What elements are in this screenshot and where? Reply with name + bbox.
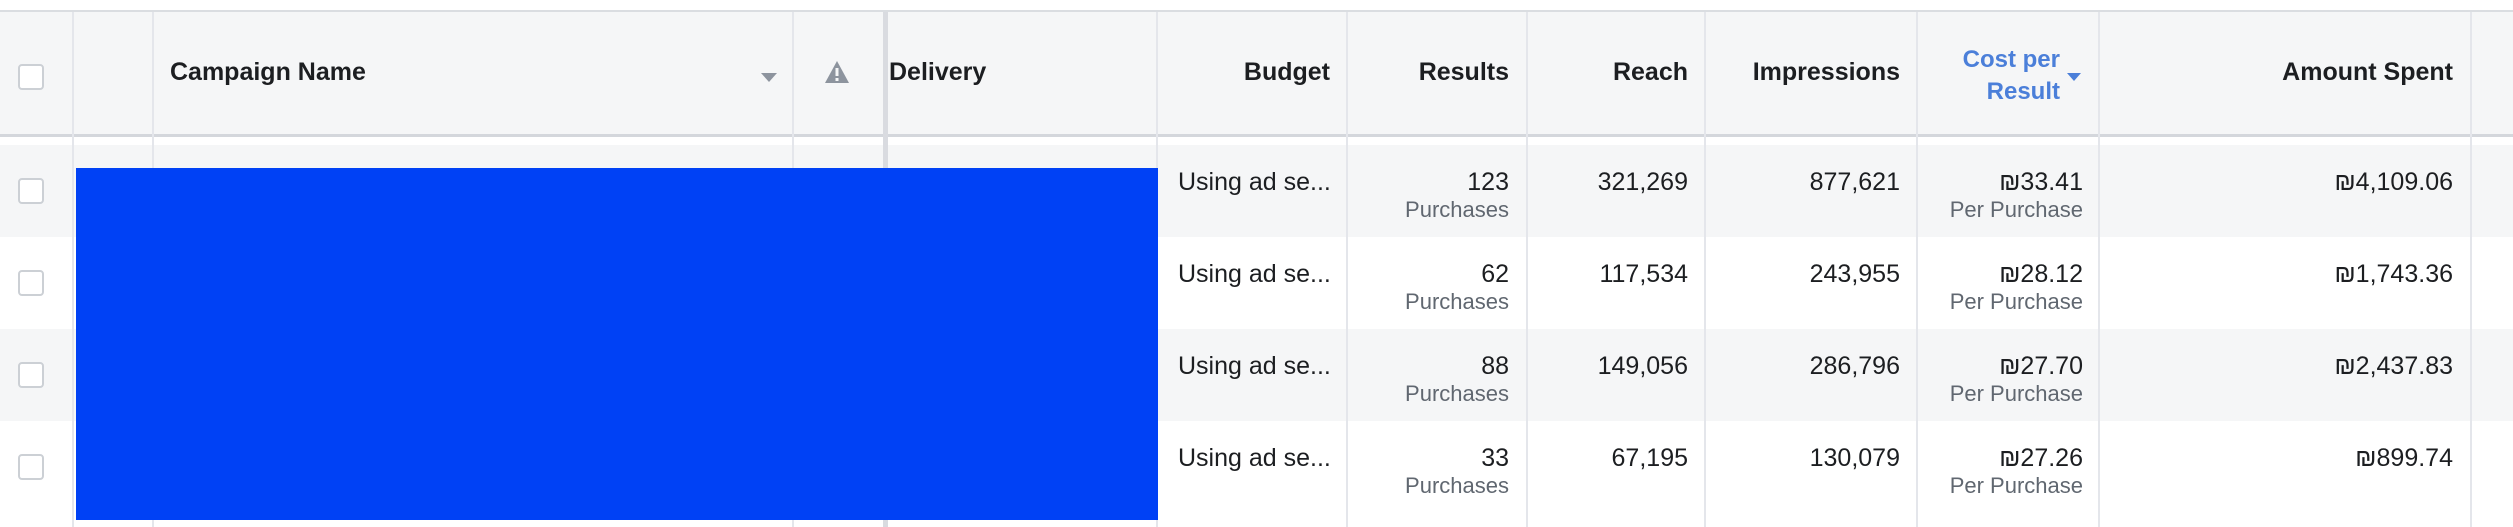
campaign-name-header[interactable]: Campaign Name — [170, 58, 366, 86]
impressions-cell: 130,079 — [1809, 444, 1900, 472]
cost-per-result-cell: ₪33.41 Per Purchase — [1918, 168, 2083, 223]
cost-value: ₪27.26 — [1999, 444, 2083, 472]
reach-cell: 117,534 — [1599, 260, 1688, 288]
row-checkbox[interactable] — [18, 270, 44, 296]
reach-cell: 321,269 — [1597, 168, 1688, 196]
results-value: 88 — [1481, 352, 1509, 380]
cost-unit: Per Purchase — [1949, 197, 2083, 222]
column-divider — [72, 12, 74, 527]
row-checkbox[interactable] — [18, 178, 44, 204]
cost-per-result-cell: ₪27.70 Per Purchase — [1918, 352, 2083, 407]
impressions-cell: 877,621 — [1809, 168, 1900, 196]
cost-value: ₪28.12 — [1999, 260, 2083, 288]
row-checkbox[interactable] — [18, 454, 44, 480]
column-divider — [1704, 12, 1706, 527]
results-unit: Purchases — [1405, 289, 1509, 314]
row-checkbox[interactable] — [18, 362, 44, 388]
impressions-cell: 286,796 — [1809, 352, 1900, 380]
cost-per-result-header[interactable]: Cost per Result — [1918, 44, 2060, 108]
caret-down-icon[interactable] — [760, 72, 778, 84]
reach-cell: 67,195 — [1611, 444, 1688, 472]
select-all-checkbox[interactable] — [18, 64, 44, 90]
results-unit: Purchases — [1405, 197, 1509, 222]
cost-value: ₪33.41 — [1999, 168, 2083, 196]
reach-header[interactable]: Reach — [1612, 58, 1688, 86]
cost-per-result-cell: ₪28.12 Per Purchase — [1918, 260, 2083, 315]
results-value: 123 — [1467, 168, 1509, 196]
results-header[interactable]: Results — [1418, 58, 1509, 86]
table-header: Campaign Name Delivery Budget Results Re… — [0, 12, 2513, 137]
budget-header[interactable]: Budget — [1243, 58, 1330, 86]
cost-unit: Per Purchase — [1949, 289, 2083, 314]
results-cell: 62 Purchases — [1348, 260, 1509, 315]
budget-cell: Using ad se... — [1178, 168, 1331, 196]
cost-per-result-header-line1: Cost per — [1962, 46, 2060, 73]
caret-down-icon[interactable] — [2066, 72, 2082, 83]
cost-per-result-cell: ₪27.26 Per Purchase — [1918, 444, 2083, 499]
results-cell: 33 Purchases — [1348, 444, 1509, 499]
amount-spent-cell: ₪2,437.83 — [2334, 352, 2453, 380]
warning-triangle-icon — [825, 61, 849, 83]
results-cell: 123 Purchases — [1348, 168, 1509, 223]
impressions-cell: 243,955 — [1809, 260, 1900, 288]
cost-value: ₪27.70 — [1999, 352, 2083, 380]
column-divider — [2470, 12, 2472, 527]
amount-spent-cell: ₪1,743.36 — [2334, 260, 2453, 288]
results-unit: Purchases — [1405, 473, 1509, 498]
amount-spent-header[interactable]: Amount Spent — [2282, 58, 2453, 86]
cost-unit: Per Purchase — [1949, 473, 2083, 498]
cost-per-result-header-line2: Result — [1986, 78, 2060, 105]
table-top-border — [0, 10, 2513, 12]
impressions-header[interactable]: Impressions — [1752, 58, 1900, 86]
column-divider — [2098, 12, 2100, 527]
budget-cell: Using ad se... — [1178, 260, 1331, 288]
budget-cell: Using ad se... — [1178, 352, 1331, 380]
column-divider — [1916, 12, 1918, 527]
column-divider — [1346, 12, 1348, 527]
amount-spent-cell: ₪899.74 — [2355, 444, 2453, 472]
amount-spent-cell: ₪4,109.06 — [2334, 168, 2453, 196]
budget-cell: Using ad se... — [1178, 444, 1331, 472]
results-value: 33 — [1481, 444, 1509, 472]
delivery-header[interactable]: Delivery — [889, 58, 987, 86]
column-divider — [1526, 12, 1528, 527]
reach-cell: 149,056 — [1597, 352, 1688, 380]
cost-unit: Per Purchase — [1949, 381, 2083, 406]
results-value: 62 — [1481, 260, 1509, 288]
redaction-block — [76, 168, 1158, 520]
results-unit: Purchases — [1405, 381, 1509, 406]
results-cell: 88 Purchases — [1348, 352, 1509, 407]
